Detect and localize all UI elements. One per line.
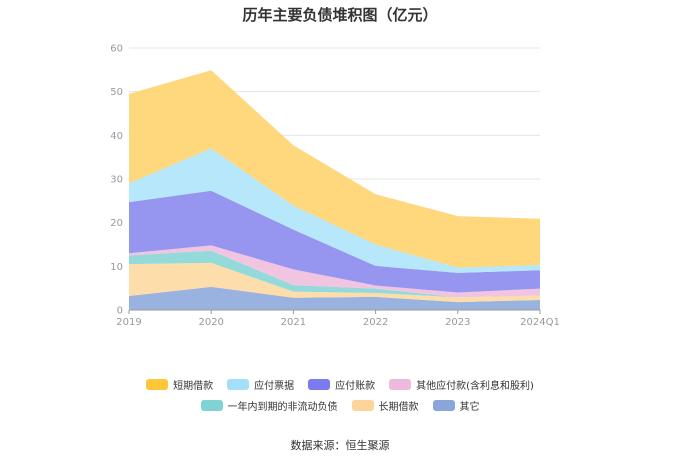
x-tick-label: 2023 <box>445 317 470 328</box>
legend-item[interactable]: 其它 <box>432 398 480 413</box>
legend-swatch <box>351 400 374 411</box>
legend-swatch <box>432 400 455 411</box>
legend-label: 一年内到期的非流动负债 <box>227 402 338 413</box>
y-tick-label: 10 <box>110 262 123 273</box>
y-tick-label: 30 <box>110 175 123 186</box>
y-tick-label: 40 <box>110 131 123 142</box>
legend-row: 一年内到期的非流动负债 长期借款 其它 <box>0 398 680 413</box>
legend-label: 其他应付款(含利息和股利) <box>416 381 534 392</box>
y-tick-label: 0 <box>117 306 123 317</box>
legend-item[interactable]: 一年内到期的非流动负债 <box>200 398 338 413</box>
x-tick-label: 2022 <box>363 317 388 328</box>
legend-swatch <box>146 379 169 390</box>
y-tick-label: 50 <box>110 87 123 98</box>
legend-label: 其它 <box>459 402 480 413</box>
legend-item[interactable]: 应付票据 <box>227 377 294 392</box>
legend-row: 短期借款 应付票据 应付账款 其他应付款(含利息和股利) <box>0 377 680 392</box>
legend-label: 短期借款 <box>173 381 214 392</box>
area-其它 <box>129 286 540 310</box>
legend-label: 长期借款 <box>378 402 419 413</box>
area-一年内到期的非流动负债 <box>129 250 540 298</box>
x-tick-label: 2020 <box>198 317 223 328</box>
y-tick-label: 60 <box>110 44 123 55</box>
legend-label: 应付票据 <box>254 381 295 392</box>
axes: 0 10 20 30 40 50 60 2019 2020 2021 2022 2023 2024Q1 <box>110 44 560 329</box>
legend-swatch <box>389 379 412 390</box>
area-短期借款 <box>129 70 540 268</box>
legend-label: 应付账款 <box>335 381 376 392</box>
legend: 短期借款 应付票据 应付账款 其他应付款(含利息和股利) 一年内到期的非流动负债 长期借… <box>0 377 680 419</box>
area-series <box>129 70 540 310</box>
x-tick-label: 2019 <box>116 317 141 328</box>
legend-swatch <box>200 400 223 411</box>
y-tick-label: 20 <box>110 218 123 229</box>
legend-swatch <box>308 379 331 390</box>
area-应付票据 <box>129 148 540 273</box>
data-source: 数据来源：恒生聚源 <box>290 439 390 452</box>
area-应付账款 <box>129 190 540 293</box>
area-其他应付款(含利息和股利) <box>129 245 540 298</box>
x-tick-label: 2024Q1 <box>520 317 560 328</box>
legend-swatch <box>227 379 250 390</box>
legend-item[interactable]: 其他应付款(含利息和股利) <box>389 377 534 392</box>
area-长期借款 <box>129 262 540 303</box>
legend-item[interactable]: 应付账款 <box>308 377 375 392</box>
chart-title: 历年主要负债堆积图（亿元） <box>242 6 438 24</box>
x-tick-label: 2021 <box>281 317 306 328</box>
legend-item[interactable]: 长期借款 <box>351 398 419 413</box>
legend-item[interactable]: 短期借款 <box>146 377 213 392</box>
